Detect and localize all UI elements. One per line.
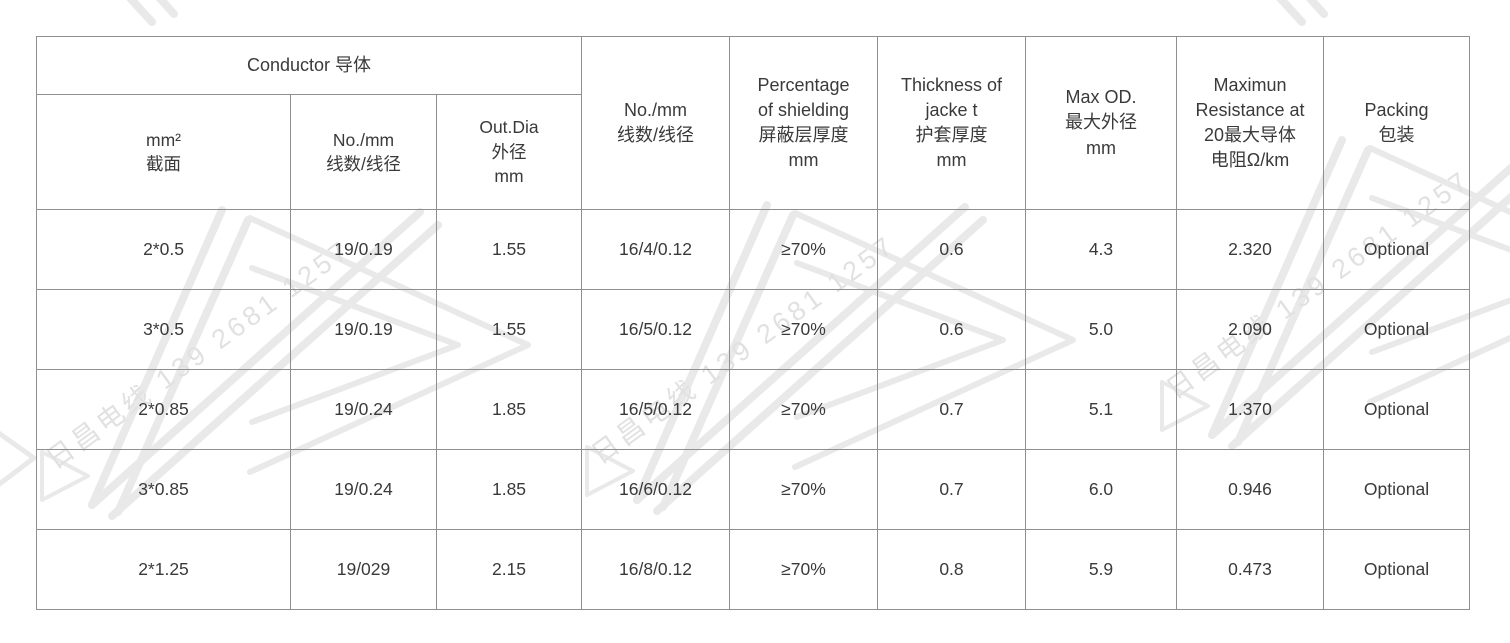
table-cell: 0.6: [877, 209, 1026, 290]
table-cell: 1.85: [436, 369, 582, 450]
table-cell: 0.6: [877, 289, 1026, 370]
table-cell: 5.0: [1025, 289, 1177, 370]
header-jacket-thickness: Thickness of jacke t 护套厚度 mm: [877, 36, 1026, 210]
table-row: 2*0.85 19/0.24 1.85 16/5/0.12 ≥70% 0.7 5…: [36, 369, 1470, 450]
table-cell: 0.946: [1176, 449, 1324, 530]
table-cell: 5.1: [1025, 369, 1177, 450]
header-out-dia: Out.Dia 外径 mm: [436, 94, 582, 210]
spec-table: Conductor 导体 No./mm 线数/线径 Percentage of …: [36, 36, 1470, 610]
table-cell: ≥70%: [729, 209, 878, 290]
table-row: 3*0.85 19/0.24 1.85 16/6/0.12 ≥70% 0.7 6…: [36, 449, 1470, 530]
header-shield-strands: No./mm 线数/线径: [581, 36, 730, 210]
table-cell: ≥70%: [729, 369, 878, 450]
table-cell: 19/0.24: [290, 369, 437, 450]
table-cell: 3*0.5: [36, 289, 291, 370]
table-cell: ≥70%: [729, 289, 878, 370]
table-cell: 0.7: [877, 449, 1026, 530]
table-cell: 16/4/0.12: [581, 209, 730, 290]
table-cell: 19/029: [290, 529, 437, 610]
table-cell: 2*0.85: [36, 369, 291, 450]
table-cell: 2.090: [1176, 289, 1324, 370]
table-cell: 16/8/0.12: [581, 529, 730, 610]
table-cell: 16/5/0.12: [581, 289, 730, 370]
header-conductor-strands: No./mm 线数/线径: [290, 94, 437, 210]
header-row-group: Conductor 导体 No./mm 线数/线径 Percentage of …: [36, 36, 1470, 210]
header-max-resistance: Maximun Resistance at 20最大导体 电阻Ω/km: [1176, 36, 1324, 210]
table-cell: 2.320: [1176, 209, 1324, 290]
table-cell: 16/5/0.12: [581, 369, 730, 450]
table-cell: 2.15: [436, 529, 582, 610]
table-cell: 0.473: [1176, 529, 1324, 610]
table-cell: 6.0: [1025, 449, 1177, 530]
table-cell: 1.85: [436, 449, 582, 530]
table-row: 2*0.5 19/0.19 1.55 16/4/0.12 ≥70% 0.6 4.…: [36, 209, 1470, 290]
table-cell: 0.8: [877, 529, 1026, 610]
table-cell: 19/0.19: [290, 289, 437, 370]
table-cell: 19/0.19: [290, 209, 437, 290]
table-row: 3*0.5 19/0.19 1.55 16/5/0.12 ≥70% 0.6 5.…: [36, 289, 1470, 370]
table-cell: Optional: [1323, 289, 1470, 370]
header-row-sub: mm² 截面 No./mm 线数/线径 Out.Dia 外径 mm: [36, 94, 1470, 210]
header-max-od: Max OD. 最大外径 mm: [1025, 36, 1177, 210]
table-cell: Optional: [1323, 449, 1470, 530]
table-cell: 1.55: [436, 289, 582, 370]
table-cell: ≥70%: [729, 449, 878, 530]
table-cell: 16/6/0.12: [581, 449, 730, 530]
table-cell: 0.7: [877, 369, 1026, 450]
table-cell: 5.9: [1025, 529, 1177, 610]
table-cell: 2*0.5: [36, 209, 291, 290]
table-cell: ≥70%: [729, 529, 878, 610]
table-cell: 19/0.24: [290, 449, 437, 530]
table-cell: Optional: [1323, 529, 1470, 610]
table-cell: 1.55: [436, 209, 582, 290]
table-cell: Optional: [1323, 209, 1470, 290]
table-row: 2*1.25 19/029 2.15 16/8/0.12 ≥70% 0.8 5.…: [36, 529, 1470, 610]
table-cell: 4.3: [1025, 209, 1177, 290]
watermark-chevron-icon: [0, 430, 37, 487]
header-cross-section: mm² 截面: [36, 94, 291, 210]
header-conductor-group: Conductor 导体: [36, 36, 582, 95]
table-cell: 3*0.85: [36, 449, 291, 530]
header-packing: Packing 包装: [1323, 36, 1470, 210]
table-cell: 2*1.25: [36, 529, 291, 610]
header-shield-percentage: Percentage of shielding 屏蔽层厚度 mm: [729, 36, 878, 210]
table-cell: 1.370: [1176, 369, 1324, 450]
table-cell: Optional: [1323, 369, 1470, 450]
